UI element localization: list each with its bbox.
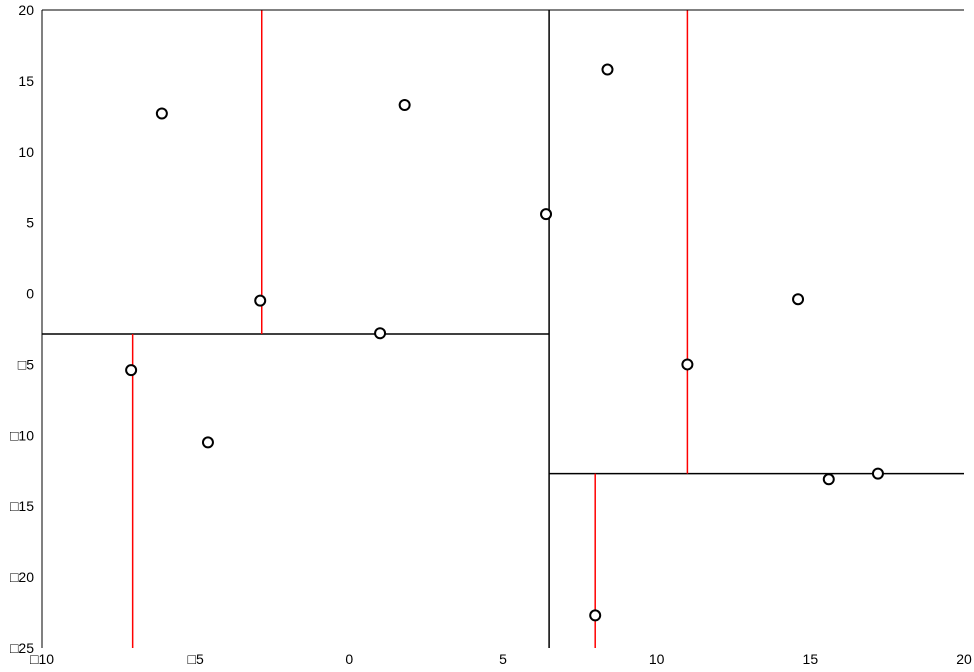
data-point-7 — [602, 65, 612, 75]
y-tick-label: 20 — [18, 2, 34, 18]
chart-container: □10□505101520□25□20□15□10□505101520 — [0, 0, 974, 672]
y-tick-label: 10 — [18, 144, 34, 160]
data-point-3 — [541, 209, 551, 219]
data-point-12 — [590, 610, 600, 620]
y-tick-label: 0 — [26, 286, 34, 302]
y-tick-label: □15 — [10, 498, 34, 514]
data-point-11 — [873, 469, 883, 479]
x-tick-label: 0 — [345, 651, 353, 667]
y-tick-label: □25 — [10, 640, 34, 656]
x-tick-label: 15 — [803, 651, 819, 667]
x-tick-label: 5 — [499, 651, 507, 667]
data-point-1 — [400, 100, 410, 110]
data-point-8 — [793, 294, 803, 304]
data-point-9 — [682, 359, 692, 369]
data-point-5 — [126, 365, 136, 375]
data-point-4 — [375, 328, 385, 338]
scatter-partition-chart: □10□505101520□25□20□15□10□505101520 — [0, 0, 974, 672]
data-point-2 — [255, 296, 265, 306]
x-tick-label: 10 — [649, 651, 665, 667]
y-tick-label: 15 — [18, 73, 34, 89]
y-tick-label: 5 — [26, 215, 34, 231]
y-tick-label: □5 — [18, 356, 34, 372]
x-tick-label: □5 — [188, 651, 204, 667]
data-point-10 — [824, 474, 834, 484]
y-tick-label: □10 — [10, 427, 34, 443]
data-point-0 — [157, 108, 167, 118]
data-point-6 — [203, 437, 213, 447]
x-tick-label: 20 — [956, 651, 972, 667]
y-tick-label: □20 — [10, 569, 34, 585]
